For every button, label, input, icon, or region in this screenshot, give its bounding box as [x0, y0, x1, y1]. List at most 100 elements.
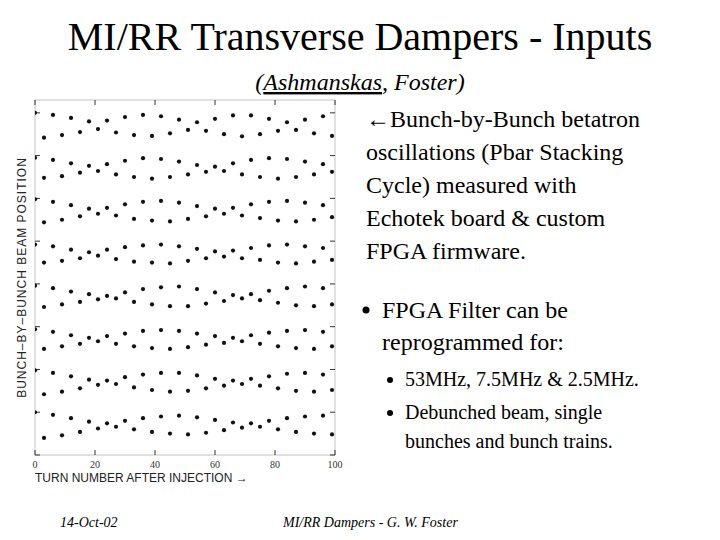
beam-position-point: [159, 114, 163, 118]
beam-position-point: [204, 386, 208, 390]
beam-position-point: [150, 177, 154, 181]
beam-position-point: [330, 432, 334, 436]
beam-position-point: [213, 249, 217, 253]
beam-position-point: [35, 327, 37, 331]
beam-position-point: [186, 217, 190, 221]
x-tick: [155, 450, 156, 455]
beam-position-point: [159, 199, 163, 203]
beam-position-point: [60, 344, 64, 348]
beam-position-point: [123, 245, 127, 249]
bullet: [363, 307, 370, 314]
beam-position-point: [240, 256, 244, 260]
beam-position-point: [78, 214, 82, 218]
y-tick: [330, 112, 335, 113]
beam-position-point: [78, 171, 82, 175]
beam-position-point: [312, 172, 316, 176]
beam-position-point: [321, 286, 325, 290]
beam-position-point: [321, 162, 325, 166]
beam-position-point: [159, 157, 163, 161]
beam-position-point: [195, 331, 199, 335]
beam-position-point: [35, 197, 37, 201]
beam-position-point: [258, 258, 262, 262]
beam-position-point: [123, 290, 127, 294]
beam-position-point: [294, 128, 298, 132]
beam-position-point: [249, 377, 253, 381]
y-tick: [330, 241, 335, 242]
beam-position-point: [78, 342, 82, 346]
beam-position-point: [222, 428, 226, 432]
beam-position-point: [105, 378, 109, 382]
beam-position-point: [330, 170, 334, 174]
beam-position-point: [204, 256, 208, 260]
beam-position-point: [96, 127, 100, 131]
beam-position-point: [96, 254, 100, 258]
beam-position-point: [258, 216, 262, 220]
beam-position-point: [312, 432, 316, 436]
beam-position-point: [114, 213, 118, 217]
beam-position-point: [231, 161, 235, 165]
beam-position-point: [195, 204, 199, 208]
beam-position-point: [96, 169, 100, 173]
beam-position-point: [132, 300, 136, 304]
beam-position-point: [204, 170, 208, 174]
beam-position-point: [78, 386, 82, 390]
beam-position-point: [42, 136, 46, 140]
beam-position-point: [177, 159, 181, 163]
x-tick: [155, 100, 156, 105]
beam-position-point: [231, 206, 235, 210]
beam-position-point: [186, 389, 190, 393]
beam-position-point: [87, 164, 91, 168]
beam-position-point: [87, 250, 91, 254]
data-points: [35, 111, 334, 440]
beam-position-point: [177, 329, 181, 333]
y-tick: [330, 455, 335, 456]
beam-position-point: [141, 156, 145, 160]
y-tick: [35, 326, 40, 327]
beam-position-point: [69, 248, 73, 252]
beam-position-point: [105, 334, 109, 338]
beam-position-point: [276, 129, 280, 133]
beam-position-point: [87, 292, 91, 296]
beam-position-point: [132, 344, 136, 348]
beam-position-point: [69, 203, 73, 207]
beam-position-point: [177, 201, 181, 205]
beam-position-point: [69, 333, 73, 337]
note-line: Cycle) measured with: [366, 172, 577, 198]
beam-position-point: [114, 425, 118, 429]
beam-position-point: [276, 177, 280, 181]
beam-position-point: [51, 113, 55, 117]
beam-position-point: [330, 302, 334, 306]
subtitle: (Ashmanskas, Foster): [255, 69, 464, 95]
beam-position-point: [87, 119, 91, 123]
beam-position-point: [132, 385, 136, 389]
beam-position-point: [141, 200, 145, 204]
beam-position-point: [258, 425, 262, 429]
beam-position-point: [42, 176, 46, 180]
sub-bullet-line: bunches and bunch trains.: [405, 430, 613, 452]
beam-position-point: [213, 334, 217, 338]
beam-position-point: [321, 330, 325, 334]
x-tick: [35, 100, 36, 105]
beam-position-point: [267, 289, 271, 293]
beam-position-point: [141, 243, 145, 247]
beam-position-point: [168, 304, 172, 308]
beam-position-point: [213, 418, 217, 422]
beam-position-point: [276, 260, 280, 264]
beam-position-point: [132, 427, 136, 431]
beam-position-point: [186, 172, 190, 176]
beam-position-point: [186, 432, 190, 436]
beam-position-point: [294, 219, 298, 223]
beam-position-point: [51, 244, 55, 248]
beam-position-point: [141, 329, 145, 333]
note-line: Echotek board & custom: [366, 205, 606, 231]
beam-position-point: [177, 118, 181, 122]
sub-bullet: [387, 410, 393, 416]
beam-position-point: [240, 134, 244, 138]
beam-position-point: [123, 115, 127, 119]
beam-position-point: [249, 246, 253, 250]
x-tick: [275, 100, 276, 105]
beam-position-point: [114, 382, 118, 386]
beam-position-point: [321, 114, 325, 118]
beam-position-point: [195, 415, 199, 419]
beam-position-point: [105, 206, 109, 210]
